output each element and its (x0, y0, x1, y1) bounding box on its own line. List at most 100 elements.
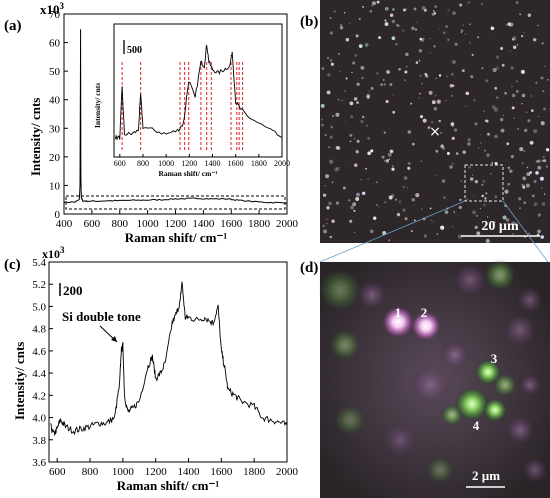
speckle (494, 161, 498, 166)
y-tick-label: 20 (49, 152, 61, 164)
speckle (388, 239, 391, 242)
y-tick-label: 4.4 (32, 368, 46, 380)
x-tick-label: 2000 (276, 218, 299, 230)
speckle (472, 174, 474, 176)
speckle (334, 167, 339, 172)
speckle (544, 65, 546, 68)
x-tick-label: 1400 (178, 466, 201, 478)
scalebar-d-label: 2 µm (472, 468, 500, 483)
speckle (325, 218, 328, 221)
speckle (511, 93, 516, 98)
speckle (474, 122, 478, 126)
speckle (429, 37, 431, 40)
speckle (352, 202, 357, 207)
speckle (494, 195, 498, 199)
speckle (380, 83, 383, 86)
speckle (501, 185, 503, 187)
speckle (402, 29, 405, 32)
speckle (391, 36, 396, 41)
speckle (449, 165, 453, 169)
speckle (464, 105, 467, 107)
speckle (434, 94, 437, 97)
speckle (522, 185, 526, 189)
speckle (430, 219, 433, 221)
speckle (507, 22, 512, 27)
speckle (526, 166, 529, 169)
speckle (539, 176, 544, 181)
speckle (338, 52, 340, 55)
panel-d-micrograph: (d) 1 2 3 4 2 µm (300, 259, 550, 498)
speckle (353, 209, 356, 212)
speckle (529, 171, 533, 174)
speckle (405, 65, 408, 68)
speckle (349, 219, 353, 223)
spot-3 (475, 359, 501, 385)
speckle (446, 152, 450, 155)
x-tick-label: 600 (49, 466, 66, 478)
speckle (521, 162, 524, 164)
zoom-region-box-b (464, 164, 504, 202)
speckle (523, 201, 527, 205)
blur-blob (484, 259, 516, 291)
y-tick-label: 4.2 (32, 390, 46, 402)
speckle (450, 122, 455, 126)
speckle (476, 215, 478, 217)
speckle (545, 148, 550, 152)
y-axis-label-c: Intensity/ cnts (12, 342, 27, 420)
speckle (450, 72, 454, 76)
speckle (525, 183, 530, 188)
speckle (425, 74, 429, 78)
speckle (398, 200, 402, 204)
spot-2 (411, 311, 441, 341)
speckle (474, 180, 479, 184)
speckle (477, 222, 480, 224)
speckle (519, 13, 522, 16)
speckle (327, 73, 331, 77)
speckle (530, 95, 532, 97)
speckle (403, 79, 406, 81)
inset-y-label: Intensity/ cnts (93, 83, 102, 128)
speckle (431, 12, 435, 16)
speckle (335, 201, 339, 205)
speckle (350, 205, 354, 210)
speckle (477, 36, 480, 39)
speckle (367, 137, 370, 140)
speckle (454, 42, 458, 46)
y-tick-label: 4.0 (32, 413, 46, 425)
speckle (371, 5, 373, 7)
speckle (473, 194, 475, 196)
speckle (445, 25, 448, 28)
speckle (460, 180, 463, 182)
inset-x-tick-label: 1800 (251, 159, 267, 168)
speckle (422, 118, 427, 123)
speckle (433, 107, 437, 111)
speckle-texture-b (320, 0, 550, 244)
speckle (520, 34, 524, 38)
speckle (396, 212, 401, 217)
speckle (537, 214, 541, 217)
blur-blob (452, 262, 488, 298)
speckle (428, 90, 433, 95)
speckle (465, 91, 470, 96)
speckle (494, 86, 498, 90)
speckle (358, 18, 361, 20)
speckle (445, 99, 447, 102)
blur-blob (334, 404, 366, 436)
y-tick-label: 70 (49, 9, 61, 21)
speckle (392, 8, 395, 11)
speckle (429, 52, 431, 54)
inset-chart-a: 600 800 1000 1200 1400 1600 1800 2000 500 Inten… (93, 23, 290, 178)
speckle (345, 121, 347, 123)
speckle (469, 41, 471, 44)
speckle (440, 225, 445, 230)
speckle (389, 83, 393, 86)
speckle (388, 195, 393, 200)
speckle (537, 165, 542, 170)
blur-blob (440, 340, 470, 370)
y-ticks-c: 3.6 3.8 4.0 4.2 4.4 4.6 4.8 5.0 5.2 5.4 (32, 257, 53, 469)
spot-4 (455, 387, 489, 421)
speckle (499, 117, 504, 122)
speckle (504, 189, 509, 194)
x-tick-label: 1600 (210, 466, 233, 478)
center-cross-mark: × (429, 124, 441, 140)
